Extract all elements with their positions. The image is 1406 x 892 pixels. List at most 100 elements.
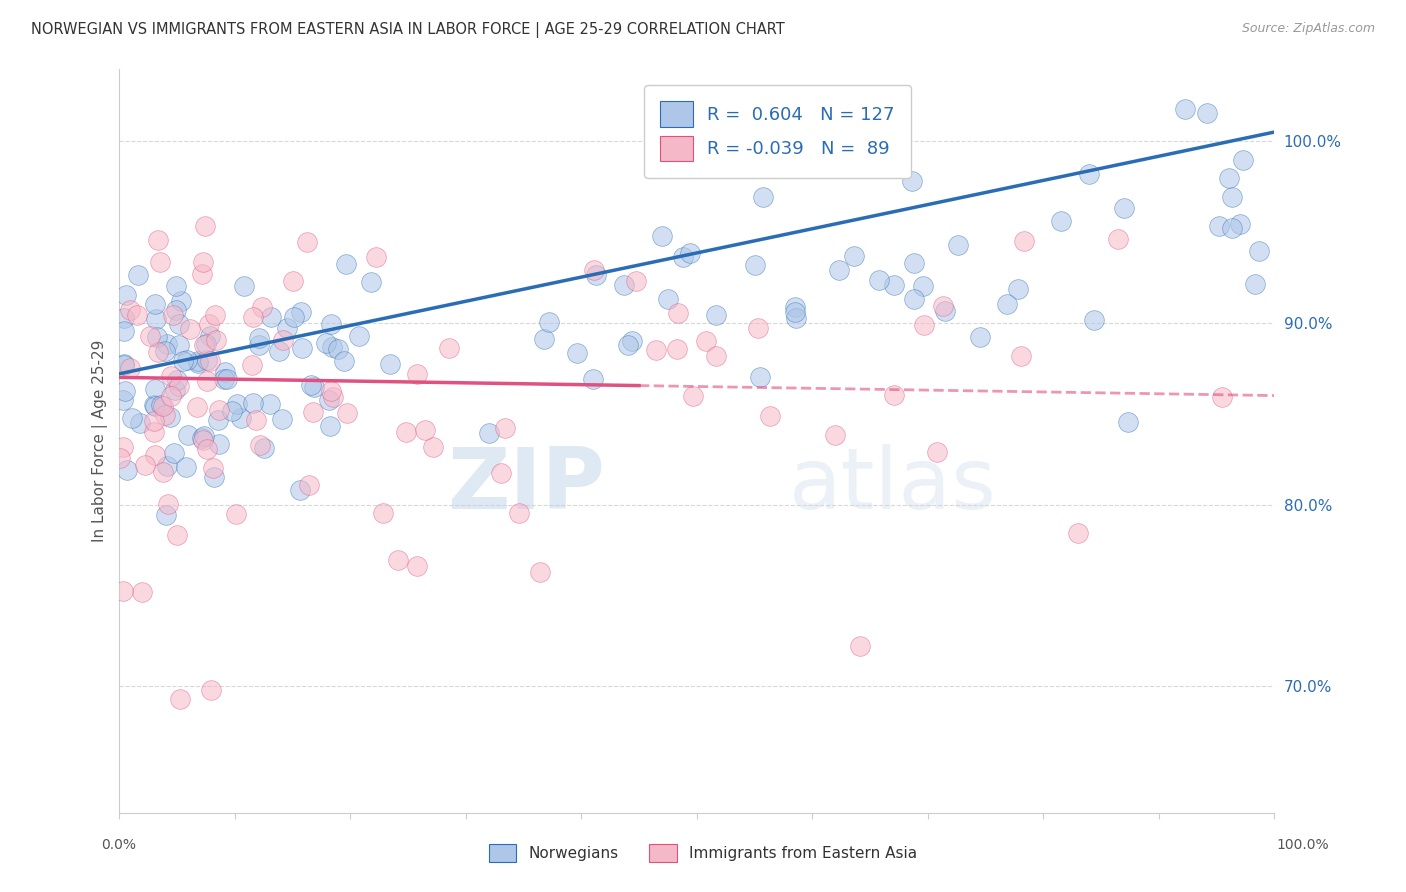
Point: [1067, 526, 1090, 541]
Point: [226, 396, 249, 410]
Point: [165, 302, 187, 317]
Point: [613, 278, 636, 293]
Point: [229, 411, 252, 425]
Point: [651, 229, 673, 244]
Point: [186, 400, 208, 414]
Point: [301, 405, 323, 419]
Point: [422, 440, 444, 454]
Point: [413, 423, 436, 437]
Point: [288, 483, 311, 498]
Text: atlas: atlas: [789, 444, 997, 527]
Point: [271, 333, 294, 347]
Text: 0.0%: 0.0%: [101, 838, 136, 852]
Point: [1195, 106, 1218, 120]
Point: [215, 372, 238, 386]
Point: [111, 440, 134, 454]
Point: [260, 310, 283, 325]
Point: [143, 425, 166, 440]
Point: [752, 190, 775, 204]
Point: [165, 383, 187, 397]
Point: [304, 380, 326, 394]
Point: [744, 258, 766, 272]
Point: [214, 365, 236, 379]
Point: [152, 399, 174, 413]
Point: [163, 446, 186, 460]
Point: [783, 305, 806, 319]
Point: [112, 358, 135, 372]
Point: [883, 278, 905, 293]
Point: [668, 306, 690, 320]
Point: [387, 553, 409, 567]
Point: [946, 238, 969, 252]
Point: [437, 341, 460, 355]
Point: [112, 584, 135, 599]
Point: [149, 398, 172, 412]
Point: [759, 409, 782, 423]
Point: [1229, 218, 1251, 232]
Point: [1232, 153, 1254, 168]
Point: [617, 337, 640, 351]
Point: [406, 368, 429, 382]
Point: [686, 118, 709, 132]
Point: [247, 330, 270, 344]
Point: [134, 458, 156, 473]
Point: [166, 527, 188, 541]
Point: [139, 328, 162, 343]
Point: [824, 428, 846, 442]
Point: [191, 431, 214, 445]
Point: [1050, 214, 1073, 228]
Point: [143, 398, 166, 412]
Point: [120, 303, 142, 318]
Point: [883, 388, 905, 402]
Point: [121, 410, 143, 425]
Point: [187, 356, 209, 370]
Point: [202, 470, 225, 484]
Text: 100.0%: 100.0%: [1277, 838, 1329, 852]
Point: [166, 373, 188, 387]
Point: [672, 251, 695, 265]
Point: [242, 396, 264, 410]
Point: [290, 341, 312, 355]
Point: [319, 317, 342, 331]
Point: [934, 304, 956, 318]
Point: [1107, 232, 1129, 246]
Point: [177, 427, 200, 442]
Point: [1249, 244, 1271, 258]
Point: [321, 341, 343, 355]
Text: Source: ZipAtlas.com: Source: ZipAtlas.com: [1241, 22, 1375, 36]
Point: [198, 329, 221, 343]
Point: [179, 322, 201, 336]
Point: [112, 310, 135, 325]
Point: [145, 330, 167, 344]
Point: [903, 256, 925, 270]
Point: [200, 682, 222, 697]
Legend: Norwegians, Immigrants from Eastern Asia: Norwegians, Immigrants from Eastern Asia: [482, 838, 924, 868]
Point: [318, 393, 340, 408]
Point: [704, 349, 727, 363]
Point: [233, 279, 256, 293]
Point: [299, 378, 322, 392]
Point: [253, 441, 276, 455]
Point: [297, 235, 319, 250]
Point: [143, 448, 166, 462]
Point: [785, 310, 807, 325]
Point: [849, 639, 872, 653]
Point: [478, 425, 501, 440]
Point: [187, 354, 209, 368]
Point: [207, 413, 229, 427]
Point: [533, 332, 555, 346]
Point: [749, 369, 772, 384]
Point: [108, 450, 131, 465]
Point: [537, 315, 560, 329]
Point: [176, 352, 198, 367]
Point: [621, 334, 644, 349]
Point: [582, 372, 605, 386]
Point: [585, 268, 607, 282]
Point: [167, 338, 190, 352]
Point: [155, 458, 177, 473]
Point: [191, 433, 214, 447]
Point: [360, 275, 382, 289]
Point: [153, 344, 176, 359]
Point: [529, 565, 551, 579]
Point: [267, 344, 290, 359]
